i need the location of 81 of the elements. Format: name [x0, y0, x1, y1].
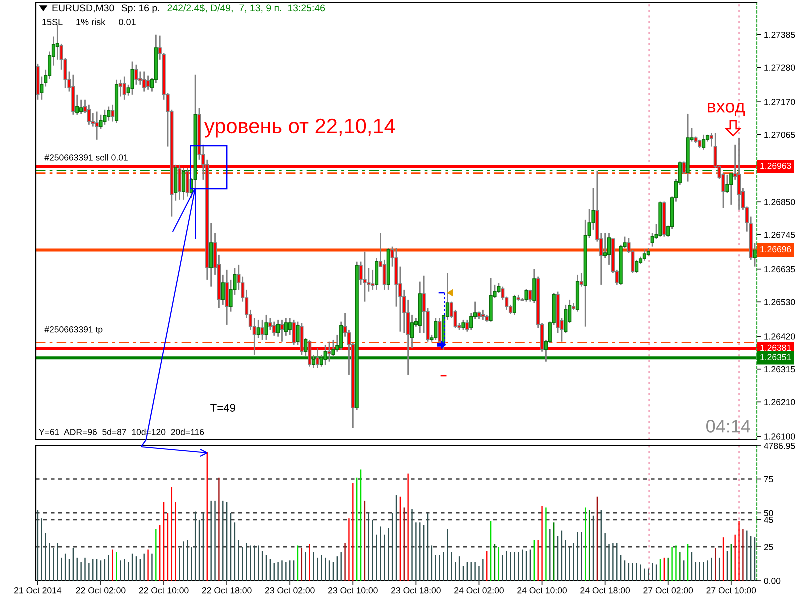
candlestick: [260, 319, 264, 341]
candlestick: [580, 272, 584, 288]
candlestick: [332, 339, 336, 358]
candlestick: [292, 319, 296, 346]
candlestick: [363, 251, 367, 303]
y-tick-label: 50: [764, 510, 774, 516]
candlestick: [103, 109, 107, 126]
candlestick: [134, 64, 138, 86]
ref-line-label: #250663391 tp: [44, 326, 103, 334]
candlestick: [142, 71, 146, 92]
candlestick: [375, 257, 379, 291]
candlestick: [87, 104, 91, 126]
x-tick-label: 24 Oct 18:00: [580, 587, 630, 594]
x-tick-label: 24 Oct 02:00: [454, 587, 504, 594]
candlestick: [130, 61, 134, 96]
ref-line-label: 1.26696: [760, 246, 792, 253]
x-tick-label: 22 Oct 10:00: [139, 587, 189, 594]
x-tick-label: 23 Oct 02:00: [266, 587, 315, 594]
annotation: Sp: 16 p.: [122, 4, 160, 14]
candlestick: [528, 289, 532, 303]
y-tick-label: 1.26420: [764, 334, 796, 340]
ref-line-label: 1.26963: [760, 162, 792, 170]
x-tick-label: 22 Oct 02:00: [76, 587, 126, 594]
annotation: вход: [708, 102, 746, 116]
candlestick: [80, 99, 84, 115]
y-tick-label: 1.27065: [764, 132, 796, 138]
y-tick-label: 1.26530: [764, 299, 796, 306]
candlestick: [95, 111, 99, 141]
y2-tick-label: 0.00: [764, 578, 781, 584]
ref-line-label: 1.26381: [760, 344, 792, 352]
annotation: 0.01: [119, 19, 136, 26]
candlestick: [524, 288, 528, 303]
candlestick: [434, 317, 438, 341]
chart-title: EURUSD,M30: [52, 4, 114, 13]
y2-tick-label: 4786.95: [764, 443, 796, 450]
candlestick: [280, 319, 284, 343]
y-tick-label: 1.26635: [764, 266, 796, 273]
candlestick: [256, 319, 260, 339]
candlestick: [642, 248, 647, 262]
ref-line-label: #250663391 sell 0.01: [44, 154, 128, 161]
y-tick-label: 45: [764, 517, 774, 524]
y-tick-label: 1.26100: [764, 434, 796, 440]
annotation: 1% risk: [76, 18, 106, 26]
candlestick: [122, 76, 126, 101]
y-tick-label: 75: [764, 476, 774, 482]
annotation: T=49: [210, 404, 236, 412]
candlestick: [146, 75, 150, 91]
y-tick-label: 1.26315: [764, 366, 796, 373]
x-tick-label: 27 Oct 10:00: [706, 587, 756, 594]
candlestick: [462, 319, 466, 331]
annotation: 15SL: [42, 19, 63, 26]
candlestick: [272, 321, 276, 337]
y-tick-label: 1.26850: [764, 199, 796, 206]
y-tick-label: 1.27280: [764, 64, 796, 71]
candlestick: [107, 106, 111, 122]
candlestick: [512, 294, 516, 316]
x-tick-label: 24 Oct 10:00: [518, 587, 567, 594]
candlestick: [481, 309, 485, 321]
x-tick-label: 27 Oct 02:00: [644, 587, 694, 594]
candlestick: [324, 344, 328, 366]
annotation: 242/2.4$, D/49, 7, 13, 9 п. 13:25:46: [168, 4, 326, 13]
candlestick: [276, 319, 280, 338]
y-tick-label: 1.27170: [764, 99, 796, 106]
candlestick: [182, 167, 186, 201]
x-tick-label: 21 Oct 2014: [14, 587, 62, 594]
y-tick-label: 1.27385: [764, 32, 796, 38]
candlestick: [382, 259, 386, 291]
candlestick: [111, 104, 115, 122]
candlestick: [264, 314, 268, 341]
y-tick-label: 1.26745: [764, 232, 796, 238]
annotation: 04:14: [706, 420, 750, 433]
ref-line-label: 1.26351: [760, 354, 792, 360]
y-tick-label: 25: [764, 544, 774, 550]
candlestick: [225, 269, 229, 326]
candlestick: [702, 134, 706, 151]
candlestick: [438, 317, 442, 346]
x-tick-label: 23 Oct 10:00: [328, 587, 378, 594]
x-tick-label: 22 Oct 18:00: [202, 587, 252, 594]
y-tick-label: 1.26210: [764, 399, 796, 406]
x-tick-label: 23 Oct 18:00: [392, 587, 441, 594]
annotation: уровень от 22,10,14: [204, 118, 396, 138]
